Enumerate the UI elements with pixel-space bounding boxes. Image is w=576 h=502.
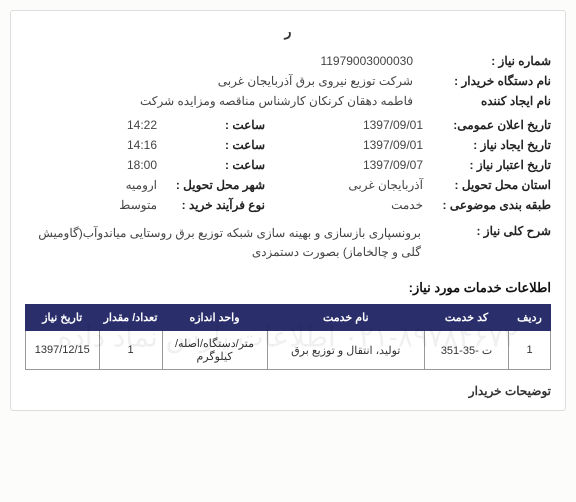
subject-class-label: طبقه بندی موضوعی :: [431, 198, 551, 212]
services-section-title: اطلاعات خدمات مورد نیاز:: [25, 280, 551, 296]
creator-value: فاطمه دهقان کرنکان کارشناس مناقصه ومزاید…: [25, 94, 413, 108]
subject-class-value: خدمت: [273, 198, 423, 212]
announce-time-label: ساعت :: [165, 118, 265, 132]
cell-date: 1397/12/15: [26, 331, 100, 370]
process-type-label: نوع فرآیند خرید :: [165, 198, 265, 212]
delivery-province-value: آذربایجان غربی: [273, 178, 423, 192]
need-no-label: شماره نیاز :: [421, 54, 551, 68]
buyer-value: شرکت توزیع نیروی برق آذربایجان غربی: [25, 74, 413, 88]
col-name: نام خدمت: [267, 305, 425, 331]
announce-date-label: تاریخ اعلان عمومی:: [431, 118, 551, 132]
document-card: ر شماره نیاز : 11979003000030 نام دستگاه…: [10, 10, 566, 411]
header-partial-title: ر: [285, 23, 292, 39]
doc-header: ر: [25, 23, 551, 46]
col-idx: ردیف: [509, 305, 551, 331]
col-unit: واحد اندازه: [162, 305, 267, 331]
announce-time-value: 14:22: [7, 118, 157, 132]
buyer-notes-label: توضیحات خریدار: [25, 384, 551, 398]
col-qty: تعداد/ مقدار: [99, 305, 162, 331]
create-time-label: ساعت :: [165, 138, 265, 152]
create-date-value: 1397/09/01: [273, 138, 423, 152]
validity-date-value: 1397/09/07: [273, 158, 423, 172]
validity-time-value: 18:00: [7, 158, 157, 172]
col-code: کد خدمت: [425, 305, 509, 331]
announce-date-value: 1397/09/01: [273, 118, 423, 132]
services-thead: ردیف کد خدمت نام خدمت واحد اندازه تعداد/…: [26, 305, 551, 331]
delivery-city-value: ارومیه: [7, 178, 157, 192]
description-row: شرح کلی نیاز : برونسپاری بازسازی و بهینه…: [25, 224, 551, 262]
services-table: ردیف کد خدمت نام خدمت واحد اندازه تعداد/…: [25, 304, 551, 370]
process-type-value: متوسط: [7, 198, 157, 212]
validity-time-label: ساعت :: [165, 158, 265, 172]
delivery-city-label: شهر محل تحویل :: [165, 178, 265, 192]
cell-qty: 1: [99, 331, 162, 370]
table-row: 1 ت -35-351 تولید، انتقال و توزیع برق مت…: [26, 331, 551, 370]
create-time-value: 14:16: [7, 138, 157, 152]
creator-label: نام ایجاد کننده: [421, 94, 551, 108]
need-no-value: 11979003000030: [25, 54, 413, 68]
table-wrap: ۰۲۱-۸۹۷۸۴۶۷۲ اطلاعات پارس نماد داده ردیف…: [25, 304, 551, 370]
delivery-province-label: استان محل تحویل :: [431, 178, 551, 192]
col-date: تاریخ نیاز: [26, 305, 100, 331]
services-tbody: 1 ت -35-351 تولید، انتقال و توزیع برق مت…: [26, 331, 551, 370]
validity-date-label: تاریخ اعتبار نیاز :: [431, 158, 551, 172]
buyer-label: نام دستگاه خریدار :: [421, 74, 551, 88]
date-time-grid: تاریخ اعلان عمومی: 1397/09/01 ساعت : 14:…: [25, 118, 551, 212]
create-date-label: تاریخ ایجاد نیاز :: [431, 138, 551, 152]
top-fields: شماره نیاز : 11979003000030 نام دستگاه خ…: [25, 54, 551, 108]
desc-label: شرح کلی نیاز :: [431, 224, 551, 262]
cell-name: تولید، انتقال و توزیع برق: [267, 331, 425, 370]
cell-idx: 1: [509, 331, 551, 370]
table-header-row: ردیف کد خدمت نام خدمت واحد اندازه تعداد/…: [26, 305, 551, 331]
cell-unit: متر/دستگاه/اصله/کیلوگرم: [162, 331, 267, 370]
desc-value: برونسپاری بازسازی و بهینه سازی شبکه توزی…: [25, 224, 421, 262]
cell-code: ت -35-351: [425, 331, 509, 370]
